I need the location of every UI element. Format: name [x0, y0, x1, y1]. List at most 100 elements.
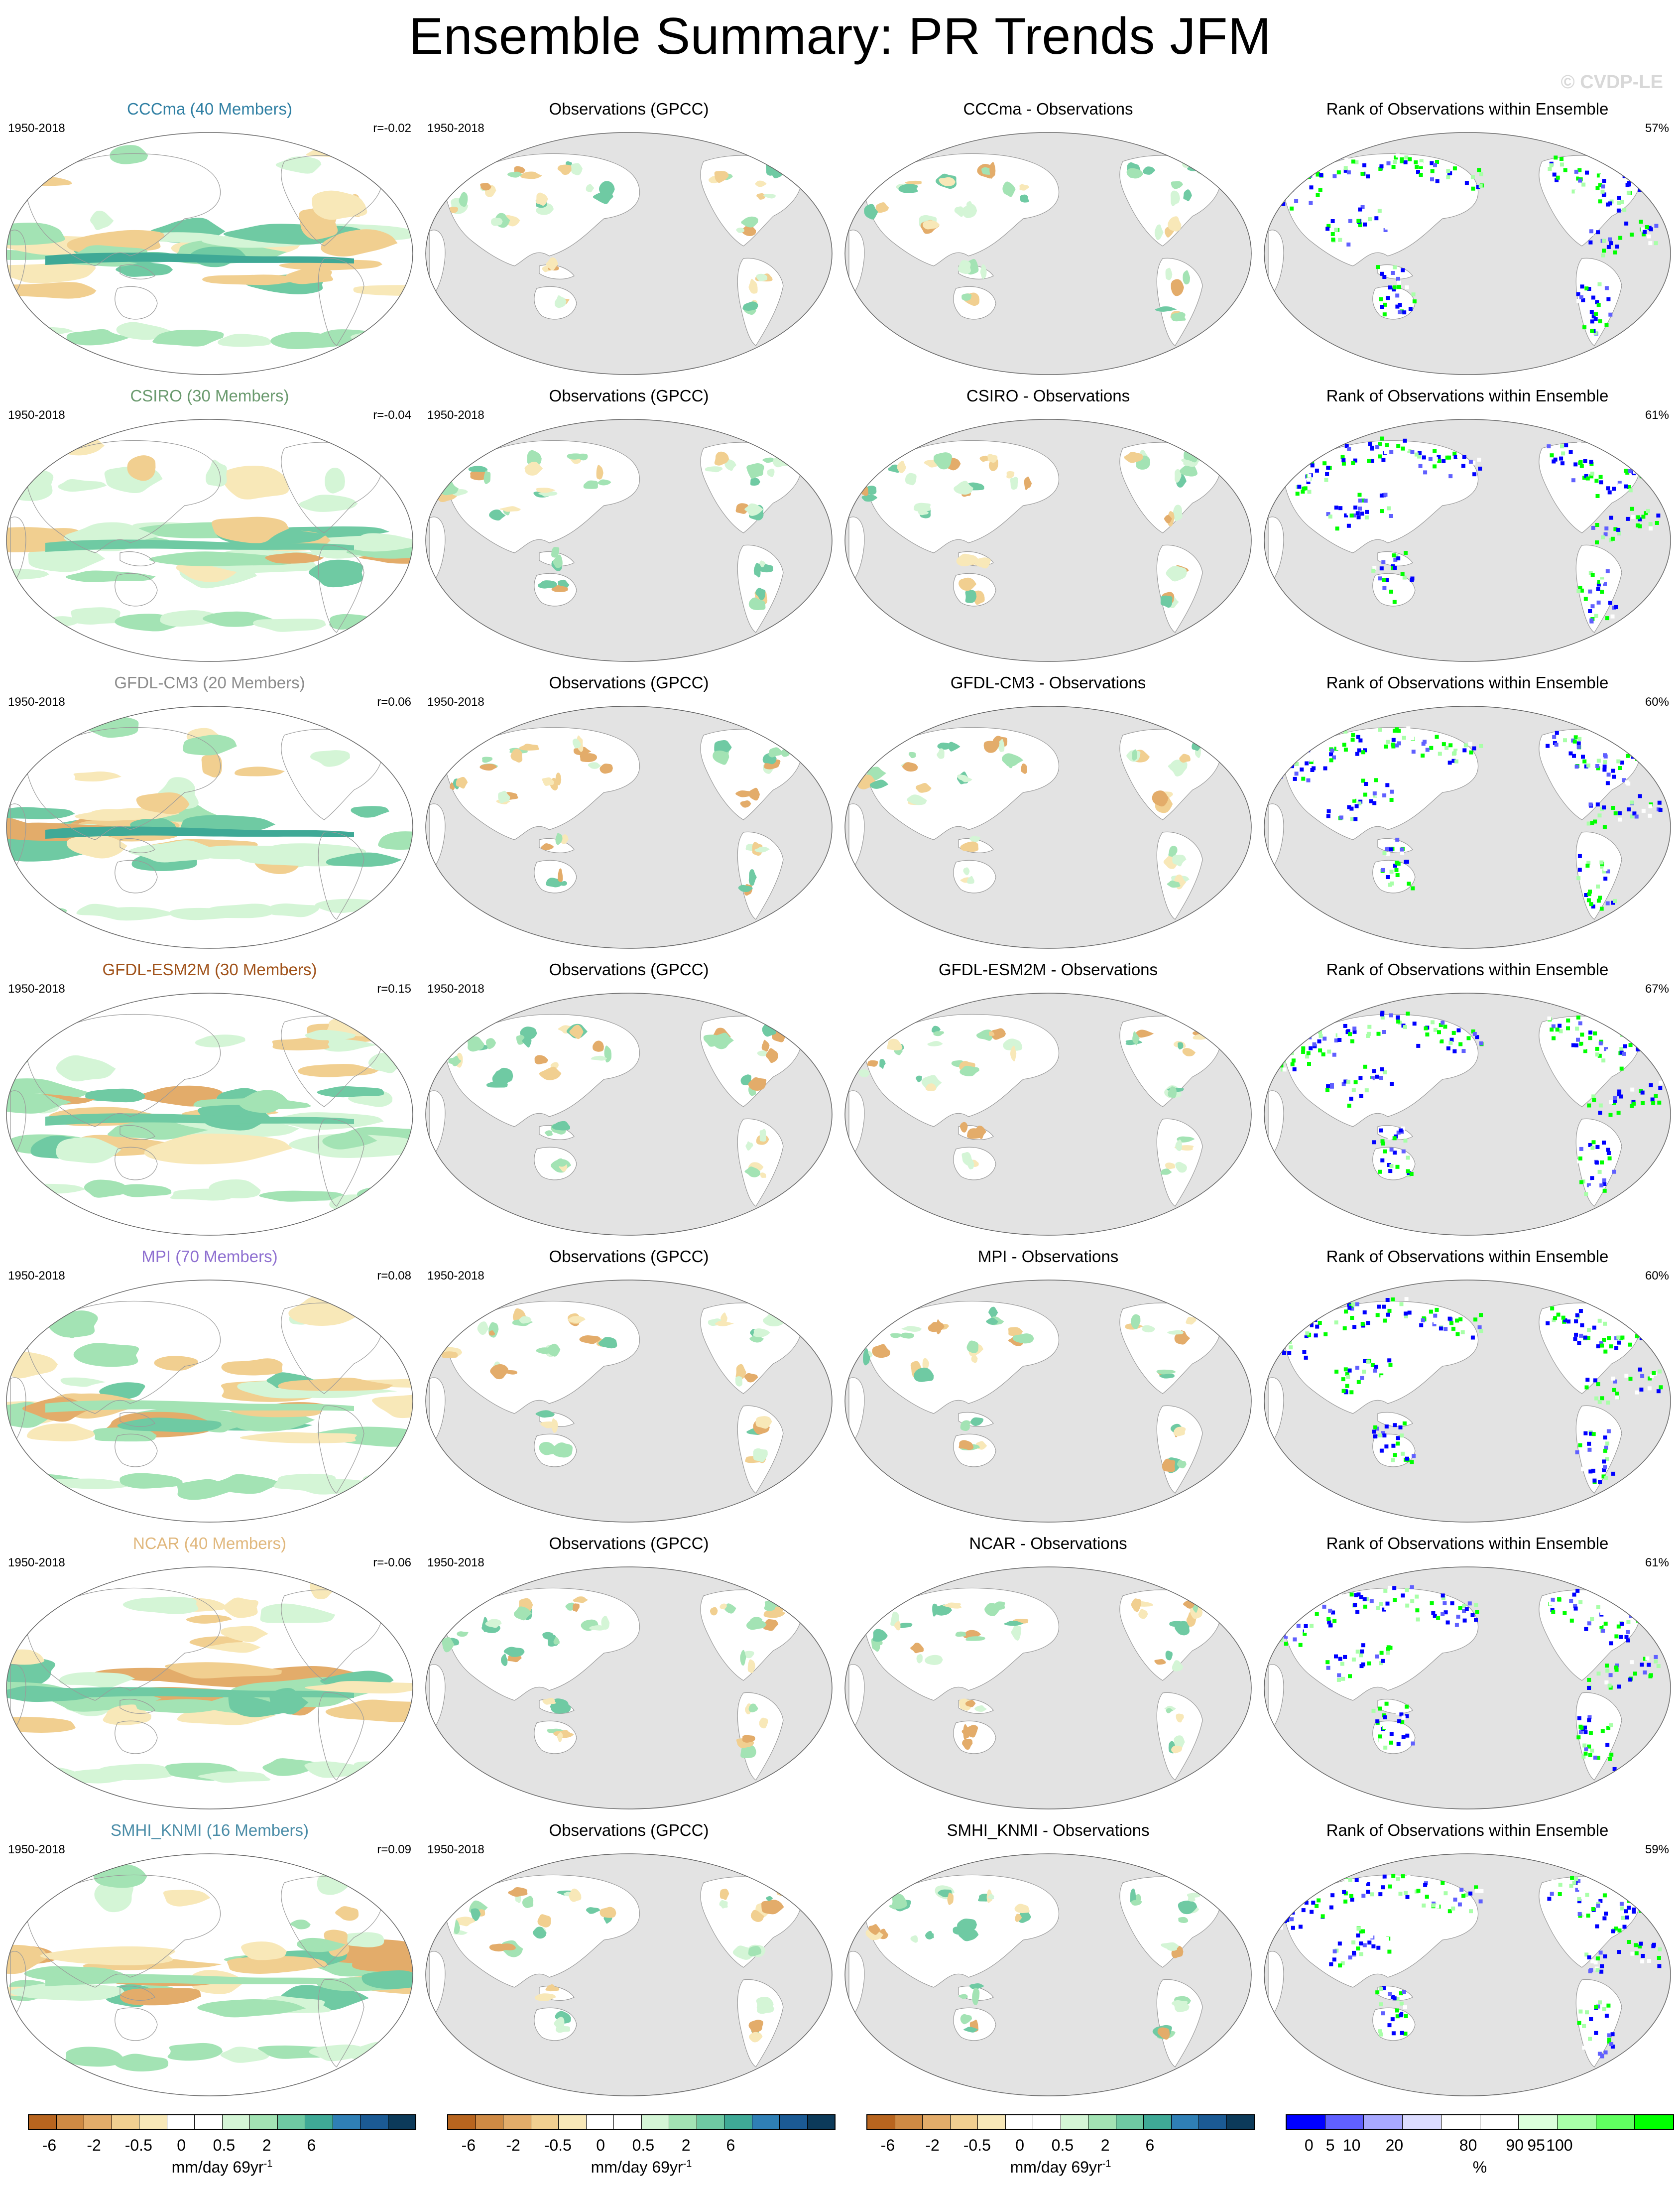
correlation-label: r=0.08 [377, 1269, 411, 1283]
diff-panel: NCAR - Observations [839, 1534, 1258, 1821]
rank-map [1264, 132, 1671, 375]
colorbar-swatch [614, 2115, 642, 2129]
diff-panel: SMHI_KNMI - Observations [839, 1821, 1258, 2108]
colorbar-unit-text: mm/day 69yr [1010, 2158, 1102, 2176]
colorbar-swatch [559, 2115, 587, 2129]
colorbar-tick-label: -6 [461, 2136, 476, 2154]
diff-title: MPI - Observations [977, 1247, 1119, 1266]
colorbar-swatch [1519, 2115, 1558, 2129]
colorbar-swatch [978, 2115, 1006, 2129]
colorbar-swatch [895, 2115, 923, 2129]
rank-percent-label: 60% [1645, 695, 1669, 709]
colorbar-unit-text: mm/day 69yr [171, 2158, 264, 2176]
colorbar-swatch [1287, 2115, 1325, 2129]
colorbar-swatch [277, 2115, 305, 2129]
obs-map [425, 1853, 833, 2096]
diff-title: NCAR - Observations [969, 1534, 1127, 1552]
colorbar-swatch [1061, 2115, 1088, 2129]
colorbar-swatch [1403, 2115, 1441, 2129]
colorbar-tick-label: 10 [1342, 2136, 1361, 2154]
model-panel: SMHI_KNMI (16 Members) 1950-2018 r=0.09 [0, 1821, 419, 2108]
model-title: SMHI_KNMI (16 Members) [111, 1821, 309, 1839]
diff-panel: CCCma - Observations [839, 100, 1258, 386]
rank-panel: Rank of Observations within Ensemble 60% [1258, 673, 1677, 960]
colorbar-tick-label: 80 [1459, 2136, 1477, 2154]
obs-title: Observations (GPCC) [549, 1247, 709, 1266]
colorbar-swatch [1557, 2115, 1596, 2129]
colorbar-swatch [250, 2115, 278, 2129]
colorbar-swatch [669, 2115, 697, 2129]
colorbar-boxes [1286, 2114, 1674, 2130]
colorbar-unit-text: % [1472, 2158, 1487, 2176]
colorbar-swatch [867, 2115, 895, 2129]
colorbar-swatch [360, 2115, 388, 2129]
obs-title: Observations (GPCC) [549, 673, 709, 692]
diff-map [844, 1853, 1252, 2096]
colorbar-swatch [448, 2115, 476, 2129]
rank-percent-label: 67% [1645, 982, 1669, 996]
colorbar-swatch [1033, 2115, 1061, 2129]
model-map [6, 706, 413, 949]
rank-title: Rank of Observations within Ensemble [1326, 100, 1609, 118]
colorbar-tick-label: -6 [42, 2136, 57, 2154]
obs-panel: Observations (GPCC) 1950-2018 [419, 100, 839, 386]
model-map [6, 993, 413, 1236]
colorbar-tick-label: 5 [1325, 2136, 1335, 2154]
colorbar-tick-label: 100 [1546, 2136, 1573, 2154]
trend-colorbar-1: -6 -2 -0.5 0 0.5 2 6 mm/day 69yr-1 [28, 2114, 416, 2184]
obs-title: Observations (GPCC) [549, 1821, 709, 1839]
colorbar-tick-label: 2 [1100, 2136, 1110, 2154]
obs-title: Observations (GPCC) [549, 1534, 709, 1552]
rank-colorbar: 0 5 10 20 80 90 95 100% [1286, 2114, 1674, 2184]
period-label: 1950-2018 [427, 408, 484, 422]
period-label: 1950-2018 [8, 695, 65, 709]
colorbar-unit: mm/day 69yr-1 [447, 2158, 836, 2177]
rank-title: Rank of Observations within Ensemble [1326, 960, 1609, 979]
rank-panel: Rank of Observations within Ensemble 59% [1258, 1821, 1677, 2108]
colorbar-swatch [333, 2115, 360, 2129]
obs-title: Observations (GPCC) [549, 100, 709, 118]
obs-map [425, 419, 833, 662]
colorbar-tick-label: 0 [177, 2136, 186, 2154]
obs-panel: Observations (GPCC) 1950-2018 [419, 960, 839, 1247]
colorbar-tick-label: -2 [925, 2136, 940, 2154]
colorbar-swatch [56, 2115, 84, 2129]
colorbar-swatch [724, 2115, 752, 2129]
colorbar-swatch [84, 2115, 112, 2129]
correlation-label: r=-0.02 [373, 122, 411, 135]
period-label: 1950-2018 [8, 1269, 65, 1283]
obs-map [425, 1280, 833, 1523]
diff-panel: CSIRO - Observations [839, 386, 1258, 673]
colorbar-tick-label: 6 [307, 2136, 316, 2154]
diff-title: GFDL-CM3 - Observations [950, 673, 1146, 692]
colorbar-boxes [447, 2114, 836, 2130]
period-label: 1950-2018 [427, 1843, 484, 1856]
colorbar-swatch [1226, 2115, 1254, 2129]
colorbar-tick-label: -2 [506, 2136, 520, 2154]
colorbar-tick-label: -0.5 [124, 2136, 152, 2154]
obs-panel: Observations (GPCC) 1950-2018 [419, 1534, 839, 1821]
rank-map [1264, 419, 1671, 662]
diff-map [844, 419, 1252, 662]
colorbar-swatch [1171, 2115, 1199, 2129]
colorbar-swatch [139, 2115, 167, 2129]
colorbar-swatch [1144, 2115, 1172, 2129]
diff-map [844, 993, 1252, 1236]
colorbar-swatch [1441, 2115, 1480, 2129]
colorbar-tick-label: 0.5 [213, 2136, 236, 2154]
colorbar-swatch [807, 2115, 835, 2129]
diff-map [844, 132, 1252, 375]
colorbar-swatch [167, 2115, 195, 2129]
colorbar-swatch [641, 2115, 669, 2129]
colorbar-unit-exponent: -1 [263, 2158, 273, 2170]
trend-colorbar-3: -6 -2 -0.5 0 0.5 2 6 mm/day 69yr-1 [866, 2114, 1255, 2184]
correlation-label: r=-0.04 [373, 408, 411, 422]
colorbar-swatch [531, 2115, 559, 2129]
model-title: MPI (70 Members) [141, 1247, 278, 1266]
obs-map [425, 132, 833, 375]
rank-percent-label: 61% [1645, 408, 1669, 422]
colorbar-unit-text: mm/day 69yr [591, 2158, 683, 2176]
rank-title: Rank of Observations within Ensemble [1326, 1821, 1609, 1839]
obs-title: Observations (GPCC) [549, 960, 709, 979]
colorbar-tick-label: -2 [87, 2136, 101, 2154]
